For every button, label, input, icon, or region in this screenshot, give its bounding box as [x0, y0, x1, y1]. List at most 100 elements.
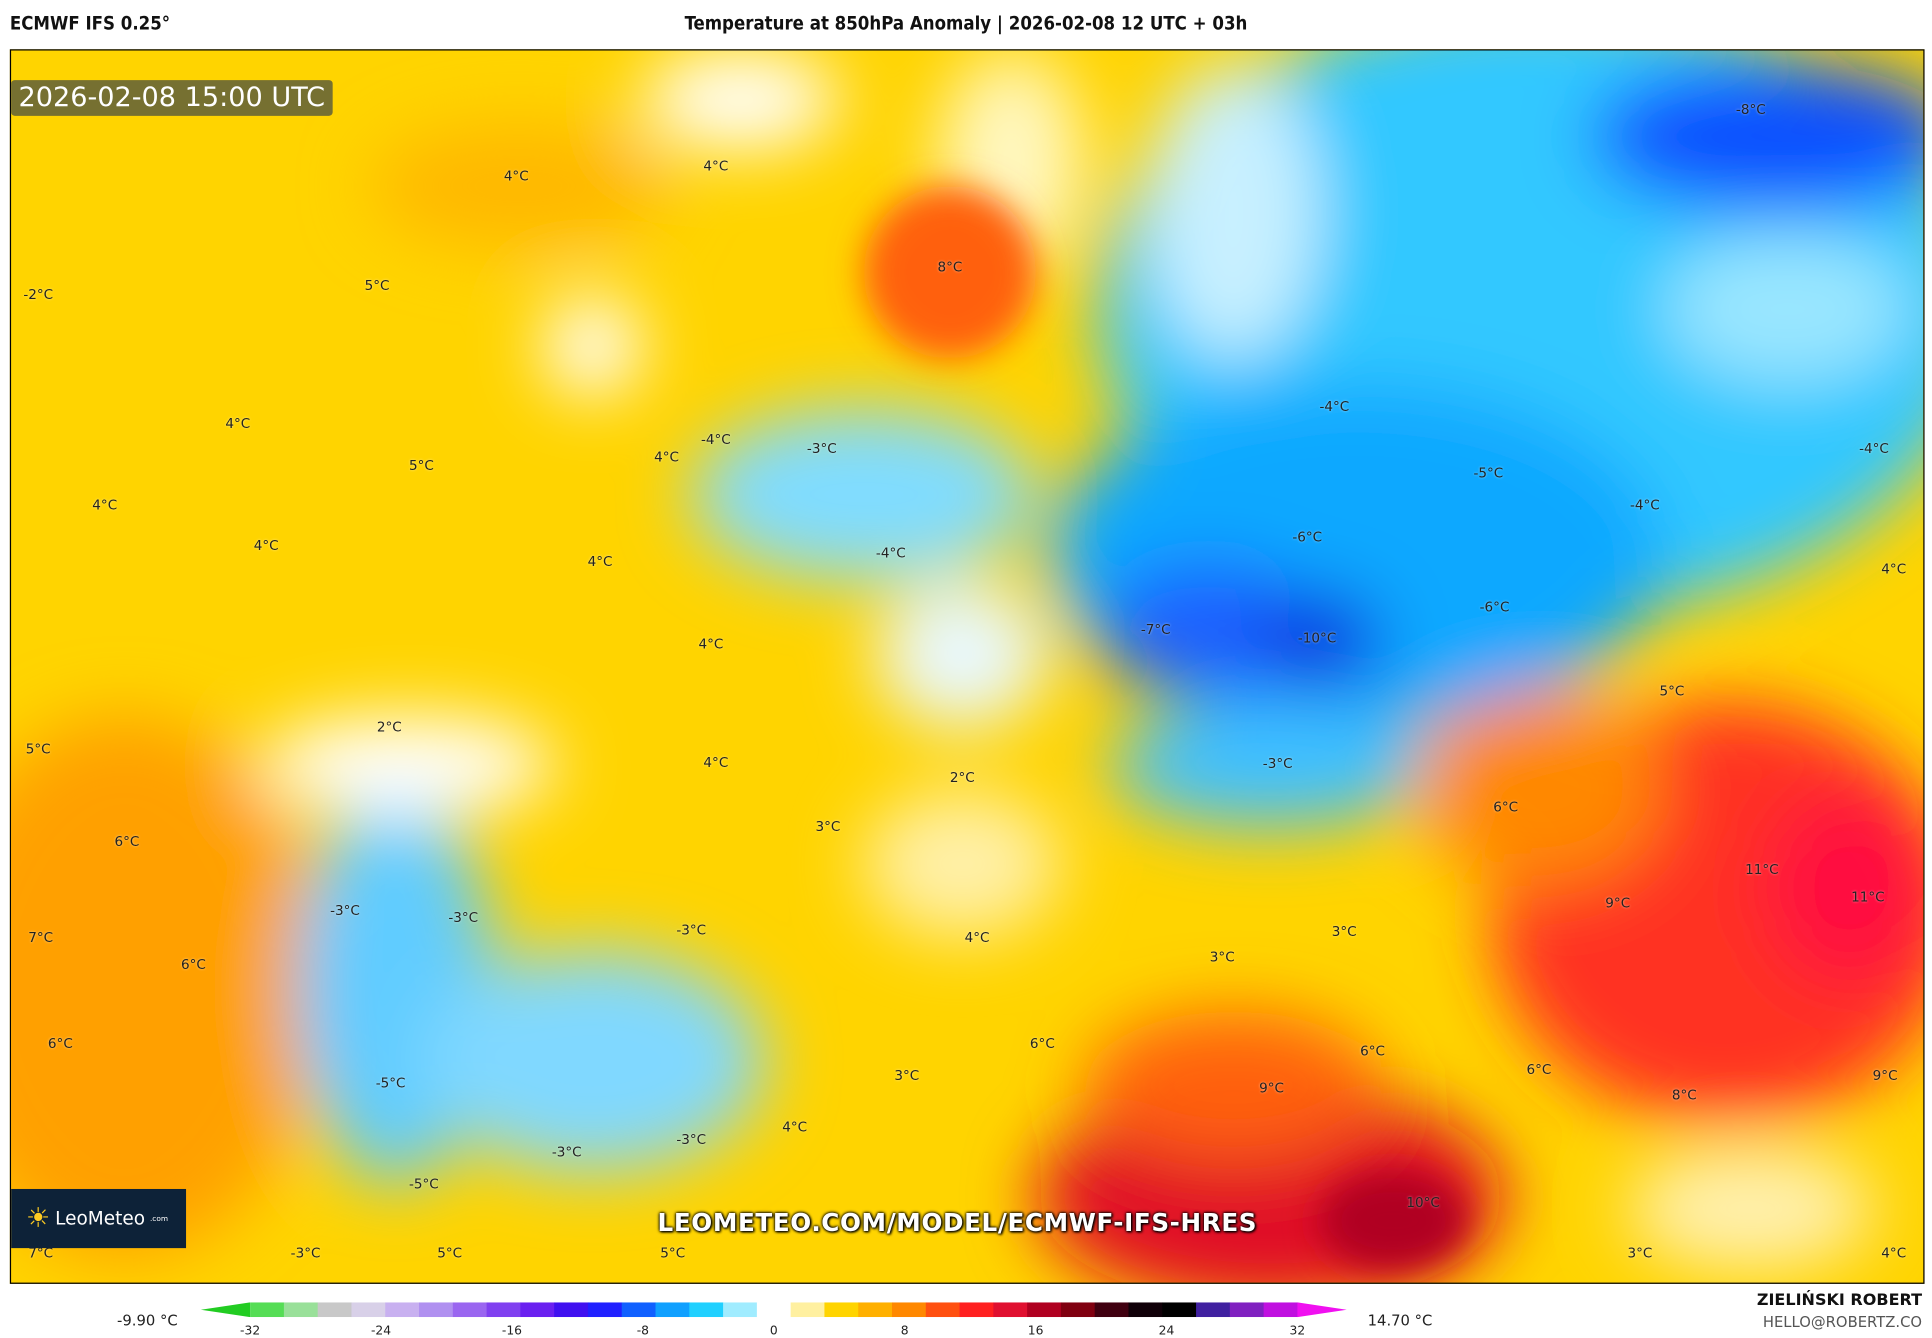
colorbar-max-value: 14.70 °C	[1367, 1312, 1433, 1330]
colorbar-segment	[621, 1302, 657, 1318]
colorbar-segment	[1027, 1302, 1062, 1318]
contour-label: 5°C	[1659, 683, 1685, 700]
contour-label: 4°C	[654, 449, 680, 466]
contour-label: 4°C	[703, 158, 729, 175]
contour-label: 4°C	[703, 754, 729, 771]
colorbar-segment	[925, 1302, 961, 1318]
colorbar-segment	[250, 1302, 285, 1318]
contour-label: 4°C	[964, 929, 990, 946]
contour-label: 3°C	[1209, 949, 1235, 966]
contour-label: -10°C	[1297, 630, 1337, 647]
colorbar-segment	[385, 1302, 420, 1318]
colorbar-segment	[554, 1302, 589, 1318]
colorbar-segment	[959, 1302, 994, 1318]
colorbar-tick: 0	[769, 1324, 778, 1338]
colorbar-segment	[824, 1302, 859, 1318]
contour-label: -3°C	[1262, 755, 1293, 772]
contour-label: 7°C	[28, 929, 54, 946]
leometeo-logo[interactable]: ☀ LeoMeteo .com	[11, 1188, 187, 1249]
colorbar-segment	[858, 1302, 893, 1318]
contour-label: -4°C	[1629, 497, 1660, 514]
logo-text: LeoMeteo	[55, 1207, 146, 1230]
contour-label: 4°C	[698, 636, 724, 653]
contour-label: -3°C	[290, 1245, 321, 1262]
contour-label: 4°C	[503, 168, 529, 185]
contour-label: 5°C	[25, 741, 51, 758]
colorbar-tick: -16	[501, 1324, 523, 1338]
contour-label: 5°C	[660, 1245, 686, 1262]
contour-label: 11°C	[1745, 861, 1779, 878]
contour-label: -7°C	[1140, 621, 1171, 638]
colorbar-tick: -24	[370, 1324, 392, 1338]
contour-label: 10°C	[1406, 1194, 1440, 1211]
author-name: ZIELIŃSKI ROBERT	[1756, 1291, 1923, 1310]
contour-label: 6°C	[47, 1035, 73, 1052]
chart-title: Temperature at 850hPa Anomaly | 2026-02-…	[684, 12, 1248, 35]
contour-label: 6°C	[181, 956, 206, 973]
colorbar-tick: 24	[1158, 1324, 1175, 1338]
colorbar-tick: 8	[900, 1324, 909, 1338]
colorbar-segment	[452, 1302, 488, 1318]
colorbar-segment	[1196, 1302, 1231, 1318]
contour-label: 4°C	[1881, 1245, 1907, 1262]
contour-label: -2°C	[23, 286, 54, 303]
contour-label: -5°C	[408, 1176, 439, 1193]
contour-label: 11°C	[1851, 888, 1885, 905]
contour-label: 6°C	[1360, 1042, 1385, 1059]
contour-label: 9°C	[1872, 1067, 1898, 1084]
colorbar-segment	[587, 1302, 623, 1318]
contour-label: -3°C	[330, 902, 360, 919]
valid-time-badge: 2026-02-08 15:00 UTC	[11, 80, 333, 116]
contour-label: -4°C	[700, 431, 731, 448]
contour-label: -6°C	[1292, 529, 1323, 546]
contour-label: -3°C	[676, 1131, 707, 1148]
sun-icon: ☀	[25, 1203, 51, 1234]
colorbar-segment	[1162, 1302, 1197, 1318]
contour-label: 6°C	[1526, 1061, 1552, 1078]
colorbar-segment	[892, 1302, 927, 1318]
colorbar-tick: -8	[636, 1324, 649, 1338]
contour-label: 9°C	[1259, 1079, 1284, 1096]
colorbar-segment	[283, 1302, 319, 1318]
contour-label: 5°C	[437, 1245, 463, 1262]
colorbar-segment	[790, 1302, 826, 1318]
contour-label: 8°C	[937, 259, 963, 276]
colorbar-tick: 16	[1027, 1324, 1044, 1338]
colorbar-segment	[655, 1302, 690, 1318]
contour-label: 2°C	[949, 769, 975, 786]
contour-label: 9°C	[1605, 895, 1631, 912]
logo-suffix: .com	[149, 1214, 169, 1223]
contour-label: -4°C	[875, 545, 906, 562]
colorbar-segment	[1263, 1302, 1299, 1318]
contour-label: -3°C	[551, 1144, 582, 1161]
colorbar-segment	[993, 1302, 1028, 1318]
colorbar	[200, 1302, 1347, 1318]
colorbar-segment	[1128, 1302, 1163, 1318]
colorbar-segment	[1229, 1302, 1265, 1318]
contour-label: -5°C	[375, 1075, 406, 1092]
contour-label: 3°C	[815, 818, 841, 835]
contour-label: -5°C	[1473, 465, 1504, 482]
contour-label: 2°C	[376, 718, 402, 735]
contour-label: -4°C	[1859, 440, 1889, 457]
contour-label: 4°C	[225, 415, 251, 432]
colorbar-segment	[1094, 1302, 1130, 1318]
temperature-anomaly-map: -8°C 4°C 4°C 8°C -2°C 5°C 4°C -4°C -3°C 4°C 5°C -4°…	[9, 49, 1925, 1284]
watermark-url: LEOMETEO.COM/MODEL/ECMWF-IFS-HRES	[657, 1207, 1258, 1238]
model-name: ECMWF IFS 0.25°	[9, 12, 171, 35]
contour-label: 8°C	[1671, 1087, 1697, 1104]
contour-label: 5°C	[364, 277, 390, 294]
colorbar-tick: -32	[240, 1324, 261, 1338]
contour-label: 4°C	[92, 497, 118, 514]
contour-label: 4°C	[1881, 561, 1907, 578]
contour-label: 3°C	[894, 1067, 920, 1084]
colorbar-segment	[486, 1302, 521, 1318]
contour-label: 7°C	[28, 1245, 54, 1262]
colorbar-max-arrow	[1297, 1302, 1347, 1318]
author-email: HELLO@ROBERTZ.CO	[1762, 1313, 1923, 1331]
contour-label: 5°C	[408, 457, 434, 474]
contour-label: -8°C	[1735, 101, 1766, 118]
colorbar-segment	[1060, 1302, 1096, 1318]
colorbar-segment	[689, 1302, 724, 1318]
